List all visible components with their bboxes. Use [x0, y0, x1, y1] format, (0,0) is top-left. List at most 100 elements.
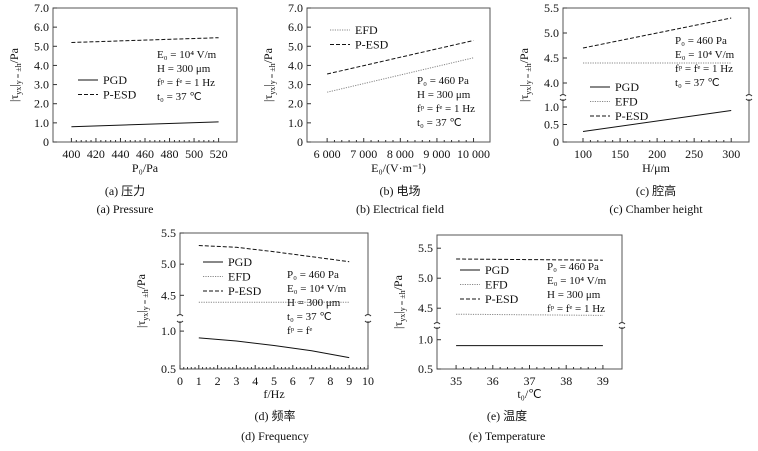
caption-en: (c) Chamber height — [609, 202, 703, 216]
axis-break-mark — [745, 94, 753, 101]
series-line-pgd — [198, 337, 350, 359]
legend-label: P-ESD — [228, 284, 262, 298]
parameter-annotation: P₀ = 460 Pa — [287, 269, 339, 281]
y-tick-label: 5.0 — [161, 257, 176, 271]
parameter-annotation: H = 300 μm — [547, 289, 601, 301]
y-tick-label: 5.5 — [161, 226, 176, 240]
y-tick-label: 5.0 — [34, 39, 49, 53]
y-axis-label-sub2: y = ±h — [14, 63, 23, 84]
chart-panel-b: 6 000 7 000 8 000 9 000 10 000 0 1.0 2.0 3.0 4.0 5… — [261, 1, 491, 216]
parameter-annotation: H = 300 μm — [417, 89, 471, 101]
x-tick-label: 520 — [210, 147, 228, 161]
y-axis-label-end: /Pa — [7, 47, 21, 63]
parameter-annotation: E₀ = 10⁴ V/m — [675, 49, 735, 61]
y-tick-label: 0.5 — [544, 118, 559, 132]
series-line-pgd — [582, 110, 732, 132]
y-tick-label: 3.0 — [288, 78, 303, 92]
x-axis-label: H/μm — [642, 161, 670, 175]
y-tick-label: 1.0 — [34, 116, 49, 130]
y-axis-label-sub1: yx — [268, 87, 277, 95]
y-tick-label: 1.0 — [161, 324, 176, 338]
x-tick-label: 1 — [196, 374, 202, 388]
y-tick-label: 5.5 — [544, 1, 559, 15]
y-axis-label-sub2: y = ±h — [268, 63, 277, 84]
y-axis-label: |τyx|y = ±h/Pa — [391, 274, 407, 329]
y-axis-label-end: /Pa — [261, 47, 275, 63]
y-tick-label: 4.5 — [161, 288, 176, 302]
parameter-annotation: t₀ = 37 ℃ — [157, 91, 202, 103]
x-tick-label: 400 — [62, 147, 80, 161]
x-tick-label: 2 — [215, 374, 221, 388]
caption-cn: (e) 温度 — [487, 408, 527, 423]
x-tick-label: 3 — [233, 374, 239, 388]
y-axis-label: |τyx|y = ±h/Pa — [261, 47, 277, 102]
x-tick-label: 10 000 — [457, 147, 490, 161]
series-line-p-esd — [456, 258, 603, 261]
legend-label: P-ESD — [615, 109, 649, 123]
y-axis-label-sub2: y = ±h — [141, 289, 150, 310]
axis-break-gap — [435, 323, 439, 327]
y-tick-label: 0 — [553, 135, 559, 149]
x-axis-label: f/Hz — [263, 387, 284, 401]
parameter-annotation: t₀ = 37 ℃ — [287, 311, 332, 323]
plot-frame — [306, 7, 491, 143]
chart-panel-a: 400 420 440 460 480 500 520 0 1.0 2.0 3.0 4.0 5.0 6.0… — [7, 1, 238, 216]
y-tick-label: 0 — [297, 135, 303, 149]
y-axis-label-sub1: yx — [524, 87, 533, 95]
legend-label: PGD — [615, 80, 639, 94]
plot-frame — [562, 7, 750, 143]
x-tick-label: 7 — [309, 374, 315, 388]
legend-label: EFD — [228, 270, 251, 284]
series-line-p-esd — [326, 40, 474, 75]
parameter-annotation: fᵖ = fᵉ = 1 Hz — [675, 63, 733, 75]
parameter-annotation: t₀ = 37 ℃ — [675, 77, 720, 89]
caption-en: (a) Pressure — [97, 202, 154, 216]
y-axis-label-sub1: yx — [398, 314, 407, 322]
axis-break-mark — [176, 314, 184, 323]
y-tick-label: 5.0 — [288, 39, 303, 53]
axis-break-mark — [433, 322, 441, 329]
axis-break-gap — [747, 95, 751, 99]
x-tick-label: 9 000 — [423, 147, 450, 161]
x-axis-label: E₀/(V·m⁻¹) — [371, 161, 426, 175]
y-axis-label-mid: | — [134, 310, 148, 312]
legend-label: P-ESD — [355, 38, 389, 52]
y-tick-label: 7.0 — [288, 1, 303, 15]
y-axis-label-mid: | — [391, 311, 405, 313]
series-line-pgd — [71, 121, 219, 128]
caption-cn: (c) 腔高 — [636, 183, 676, 198]
parameter-annotation: fᵖ = fᵉ = 1 Hz — [547, 303, 605, 315]
axis-break-gap — [366, 315, 370, 321]
y-axis-label-main: |τ — [134, 321, 148, 328]
x-tick-label: 8 — [327, 374, 333, 388]
x-tick-label: 7 000 — [350, 147, 377, 161]
x-tick-label: 36 — [487, 374, 499, 388]
axis-break-gap — [620, 323, 624, 327]
y-axis-label: |τyx|y = ±h/Pa — [517, 47, 533, 102]
y-axis-label-mid: | — [517, 84, 531, 86]
x-tick-label: 9 — [346, 374, 352, 388]
legend-label: PGD — [228, 255, 252, 269]
x-tick-label: 100 — [574, 147, 592, 161]
x-tick-label: 420 — [87, 147, 105, 161]
parameter-annotation: fᵖ = fᵉ = 1 Hz — [417, 103, 475, 115]
x-tick-label: 37 — [524, 374, 536, 388]
y-axis-label-sub2: y = ±h — [398, 290, 407, 311]
parameter-annotation: E₀ = 10⁴ V/m — [157, 49, 217, 61]
plot-frame — [436, 234, 623, 370]
parameter-annotation: H = 300 μm — [157, 63, 211, 75]
legend-label: PGD — [103, 73, 127, 87]
series-line-efd — [326, 57, 474, 93]
x-tick-label: 480 — [161, 147, 179, 161]
x-tick-label: 4 — [252, 374, 258, 388]
x-tick-label: 38 — [560, 374, 572, 388]
y-axis-label-main: |τ — [391, 322, 405, 329]
parameter-annotation: P₀ = 460 Pa — [547, 261, 599, 273]
x-tick-label: 8 000 — [387, 147, 414, 161]
y-axis-label-sub2: y = ±h — [524, 63, 533, 84]
caption-en: (b) Electrical field — [356, 202, 444, 216]
x-tick-label: 5 — [271, 374, 277, 388]
